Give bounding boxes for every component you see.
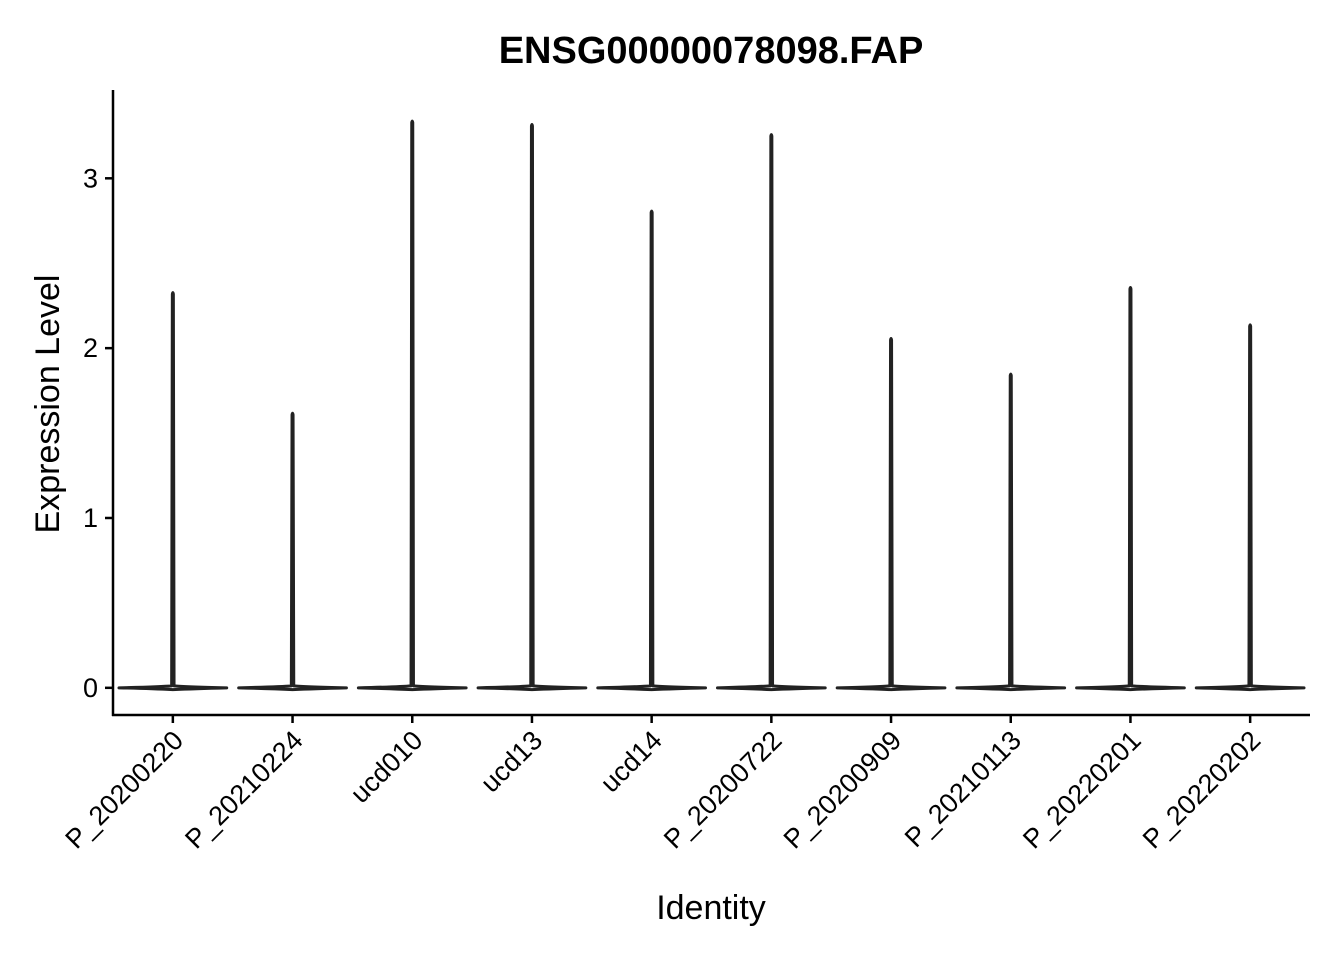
x-tick-label: ucd13 [475, 725, 548, 798]
y-axis: 0 1 2 3 [83, 90, 115, 716]
violin-ucd14 [596, 209, 708, 692]
x-axis-title: Identity [656, 889, 766, 927]
violin-P_20200722 [715, 133, 827, 692]
x-tick-label: P_20200909 [778, 725, 908, 855]
y-tick-label: 0 [83, 673, 98, 703]
y-axis-title: Expression Level [29, 275, 67, 534]
violin-P_20220202 [1194, 323, 1306, 692]
x-tick-label: P_20220202 [1137, 725, 1267, 855]
x-tick-label: P_20210224 [179, 725, 309, 855]
violin-P_20220201 [1075, 286, 1186, 692]
y-tick-label: 3 [83, 163, 98, 193]
x-tick-label: P_20220201 [1017, 725, 1147, 855]
y-tick-label: 1 [83, 503, 98, 533]
x-tick-label: P_20210113 [899, 725, 1027, 853]
violin-P_20210113 [955, 372, 1067, 692]
x-tick-label: P_20200220 [60, 725, 190, 855]
violin-P_20210224 [237, 411, 348, 692]
x-tick-label: ucd010 [345, 725, 429, 809]
x-tick-label: P_20200722 [658, 725, 788, 855]
y-tick-label: 2 [83, 333, 98, 363]
violin-P_20200220 [117, 291, 229, 692]
x-tick-label: ucd14 [595, 725, 668, 798]
violin-group [117, 119, 1306, 692]
violin-ucd13 [476, 122, 588, 692]
chart-title: ENSG00000078098.FAP [499, 30, 924, 72]
violin-ucd010 [356, 119, 468, 692]
violin-P_20200909 [835, 336, 947, 692]
